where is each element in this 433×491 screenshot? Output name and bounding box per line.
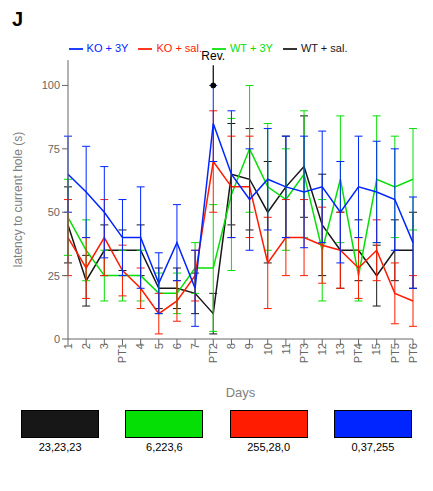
html-text:KO + 3Y: KO + 3Y: [86, 42, 129, 54]
svg-text:13: 13: [334, 343, 346, 355]
svg-text:75: 75: [48, 143, 60, 155]
svg-text:Rev.: Rev.: [201, 49, 225, 63]
svg-text:8: 8: [225, 343, 237, 349]
svg-text:1: 1: [62, 343, 74, 349]
html-text:J: J: [12, 8, 24, 30]
html-text:6,223,6: 6,223,6: [146, 441, 183, 453]
svg-text:12: 12: [316, 343, 328, 355]
svg-text:100: 100: [42, 79, 60, 91]
svg-text:2: 2: [80, 343, 92, 349]
svg-text:6: 6: [171, 343, 183, 349]
svg-text:0: 0: [54, 333, 60, 345]
svg-text:PT2: PT2: [207, 343, 219, 363]
html-text:WT + 3Y: WT + 3Y: [230, 42, 273, 54]
svg-text:15: 15: [370, 343, 382, 355]
svg-text:11: 11: [280, 343, 292, 354]
svg-text:PT1: PT1: [116, 343, 128, 363]
html-text:255,28,0: 255,28,0: [247, 441, 290, 453]
svg-text:5: 5: [153, 343, 165, 349]
svg-text:4: 4: [134, 343, 146, 349]
svg-text:3: 3: [98, 343, 110, 349]
svg-text:10: 10: [262, 343, 274, 355]
svg-text:25: 25: [48, 270, 60, 282]
html-text:WT + sal.: WT + sal.: [300, 42, 348, 54]
svg-text:9: 9: [243, 343, 255, 349]
svg-text:Days: Days: [226, 385, 256, 400]
html-text:23,23,23: 23,23,23: [38, 441, 82, 453]
svg-text:PT6: PT6: [407, 343, 419, 363]
svg-text:7: 7: [189, 343, 201, 349]
svg-text:50: 50: [48, 206, 60, 218]
svg-text:PT5: PT5: [389, 343, 401, 363]
svg-text:PT4: PT4: [352, 343, 364, 363]
html-text:KO + sal.: KO + sal.: [156, 42, 202, 54]
html-text:0,37,255: 0,37,255: [351, 441, 395, 453]
svg-text:PT3: PT3: [298, 343, 310, 363]
svg-text:latency to current hole (s): latency to current hole (s): [11, 132, 25, 267]
